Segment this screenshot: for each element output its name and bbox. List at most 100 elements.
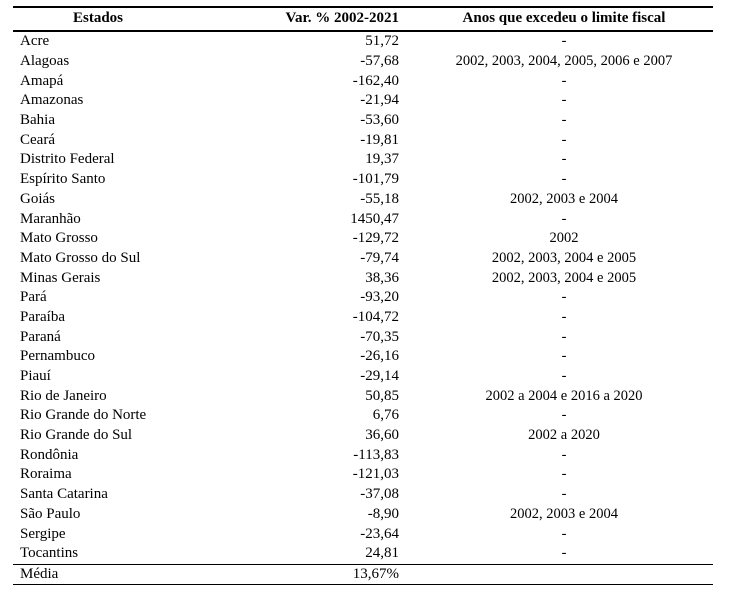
estado-cell: Rio Grande do Sul [20, 427, 133, 444]
header-row: Estados Var. % 2002-2021 Anos que excede… [13, 6, 713, 32]
table-row: Distrito Federal 19,37 - [13, 150, 713, 170]
var-cell: 24,81 [365, 545, 399, 562]
anos-cell: 2002, 2003 e 2004 [510, 505, 618, 522]
column-header-anos-excedeu: Anos que excedeu o limite fiscal [415, 6, 713, 32]
var-cell: 36,60 [365, 427, 399, 444]
estado-cell: Mato Grosso do Sul [20, 249, 141, 266]
anos-cell: - [561, 171, 567, 188]
anos-cell: - [561, 210, 567, 227]
var-cell: -55,18 [360, 190, 399, 207]
var-cell: -19,81 [360, 131, 399, 148]
var-cell: -101,79 [352, 171, 399, 188]
column-header-var-percent: Var. % 2002-2021 [183, 6, 415, 32]
var-cell: -26,16 [360, 348, 399, 365]
anos-cell: - [561, 72, 567, 89]
anos-cell: 2002, 2003, 2004 e 2005 [491, 249, 637, 266]
table-row: Paraíba -104,72 - [13, 308, 713, 328]
var-cell: 50,85 [365, 387, 399, 404]
table-row: Maranhão 1450,47 - [13, 209, 713, 229]
table-row: Amazonas -21,94 - [13, 91, 713, 111]
estado-cell: Distrito Federal [20, 151, 115, 168]
table-row: Amapá -162,40 - [13, 71, 713, 91]
estado-cell: Piauí [20, 368, 51, 385]
var-cell: -70,35 [360, 328, 399, 345]
table-row: Rondônia -113,83 - [13, 445, 713, 465]
anos-cell: - [561, 407, 567, 424]
estado-cell: Pará [20, 289, 47, 306]
var-cell: -113,83 [353, 446, 399, 463]
table-row: Santa Catarina -37,08 - [13, 485, 713, 505]
table-row: Piauí -29,14 - [13, 367, 713, 387]
var-cell: -8,90 [367, 505, 399, 522]
table-row: Mato Grosso do Sul -79,74 2002, 2003, 20… [13, 249, 713, 269]
anos-cell: - [561, 348, 567, 365]
table-footer: Média 13,67% [13, 563, 713, 586]
footer-value-media: 13,67% [183, 563, 415, 586]
anos-cell: - [561, 112, 567, 129]
var-cell: 38,36 [365, 269, 399, 286]
anos-cell: - [561, 545, 567, 562]
var-cell: -162,40 [352, 72, 399, 89]
table-row: Sergipe -23,64 - [13, 524, 713, 544]
anos-cell: - [561, 131, 567, 148]
table-row: Paraná -70,35 - [13, 327, 713, 347]
anos-cell: - [561, 328, 567, 345]
anos-cell: - [561, 466, 567, 483]
estado-cell: Alagoas [20, 53, 70, 70]
anos-cell: - [561, 525, 567, 542]
estado-cell: Bahia [20, 112, 55, 129]
table-row: Rio Grande do Sul 36,60 2002 a 2020 [13, 426, 713, 446]
table-row: Alagoas -57,68 2002, 2003, 2004, 2005, 2… [13, 52, 713, 72]
table-row: Espírito Santo -101,79 - [13, 170, 713, 190]
table-row: Pará -93,20 - [13, 288, 713, 308]
var-cell: -29,14 [360, 368, 399, 385]
table-row: Mato Grosso -129,72 2002 [13, 229, 713, 249]
estado-cell: Ceará [20, 131, 55, 148]
table-row: Bahia -53,60 - [13, 111, 713, 131]
estado-cell: Espírito Santo [20, 171, 106, 188]
table-row: São Paulo -8,90 2002, 2003 e 2004 [13, 505, 713, 525]
anos-cell: 2002 a 2004 e 2016 a 2020 [485, 387, 643, 404]
anos-cell: - [561, 151, 567, 168]
anos-cell: 2002, 2003 e 2004 [510, 190, 618, 207]
table-row: Tocantins 24,81 - [13, 544, 713, 564]
anos-cell: - [561, 486, 567, 503]
anos-cell: - [561, 33, 567, 50]
var-cell: 19,37 [365, 151, 399, 168]
anos-cell: 2002, 2003, 2004 e 2005 [491, 269, 637, 286]
table-row: Ceará -19,81 - [13, 130, 713, 150]
estado-cell: São Paulo [20, 505, 81, 522]
table-row: Minas Gerais 38,36 2002, 2003, 2004 e 20… [13, 268, 713, 288]
var-cell: -93,20 [360, 289, 399, 306]
footer-anos-empty [415, 563, 713, 586]
fiscal-table: Estados Var. % 2002-2021 Anos que excede… [13, 6, 713, 586]
table-body: Acre 51,72 - Alagoas -57,68 2002, 2003, … [13, 31, 713, 564]
anos-cell: - [561, 368, 567, 385]
anos-cell: - [561, 92, 567, 109]
var-cell: -121,03 [352, 466, 399, 483]
anos-cell: - [561, 289, 567, 306]
var-cell: -129,72 [352, 230, 399, 247]
estado-cell: Santa Catarina [20, 486, 108, 503]
var-cell: -57,68 [360, 53, 399, 70]
anos-cell: 2002, 2003, 2004, 2005, 2006 e 2007 [455, 53, 673, 70]
table-row: Goiás -55,18 2002, 2003 e 2004 [13, 190, 713, 210]
anos-cell: - [561, 308, 567, 325]
var-cell: -53,60 [360, 112, 399, 129]
var-cell: -104,72 [352, 308, 399, 325]
var-cell: -37,08 [360, 486, 399, 503]
var-cell: -21,94 [360, 92, 399, 109]
table-row: Rio de Janeiro 50,85 2002 a 2004 e 2016 … [13, 386, 713, 406]
anos-cell: 2002 [549, 230, 579, 247]
estado-cell: Paraná [20, 328, 61, 345]
var-cell: 6,76 [372, 407, 399, 424]
estado-cell: Sergipe [20, 525, 66, 542]
var-cell: -23,64 [360, 525, 399, 542]
fiscal-table-wrapper: Estados Var. % 2002-2021 Anos que excede… [13, 6, 713, 586]
estado-cell: Minas Gerais [20, 269, 101, 286]
estado-cell: Maranhão [20, 210, 81, 227]
estado-cell: Acre [20, 33, 50, 50]
estado-cell: Rio de Janeiro [20, 387, 107, 404]
anos-cell: - [561, 446, 567, 463]
